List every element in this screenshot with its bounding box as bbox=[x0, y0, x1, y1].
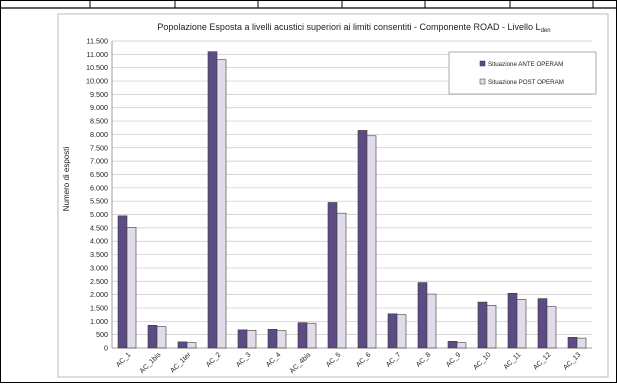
bar-post bbox=[246, 330, 257, 349]
y-tick-label: 9.500 bbox=[90, 90, 108, 99]
y-tick-label: 10.000 bbox=[86, 77, 108, 86]
y-tick-label: 8.000 bbox=[90, 130, 108, 139]
y-tick-label: 6.500 bbox=[90, 170, 108, 179]
bar-post bbox=[396, 314, 407, 349]
legend: Situazione ANTE OPERAM Situazione POST O… bbox=[448, 51, 597, 95]
bar-post bbox=[456, 342, 467, 349]
chart-title: Popolazione Esposta a livelli acustici s… bbox=[157, 22, 550, 34]
bars bbox=[117, 51, 587, 349]
y-tick-label: 10.500 bbox=[86, 63, 108, 72]
bar-post bbox=[276, 330, 287, 349]
chart-title-sub: den bbox=[541, 28, 551, 34]
bar-post bbox=[486, 304, 497, 349]
y-tick-label: 3.500 bbox=[90, 250, 108, 259]
bar-post bbox=[576, 337, 587, 349]
y-tick-label: 11.000 bbox=[87, 50, 108, 59]
legend-swatch-ante bbox=[479, 60, 486, 67]
bar-post bbox=[516, 299, 527, 349]
y-tick-label: 3.000 bbox=[90, 263, 108, 272]
y-tick-labels: 0 500 1.000 1.500 2.000 2.500 3.000 3.500 4.000 4… bbox=[86, 37, 108, 353]
chart-title-main: Popolazione Esposta a livelli acustici s… bbox=[157, 22, 540, 32]
table-strip bbox=[0, 0, 617, 9]
bar-post bbox=[366, 135, 377, 349]
bar-post bbox=[336, 212, 347, 349]
bar-post bbox=[186, 342, 197, 349]
bar-post bbox=[156, 326, 167, 349]
y-tick-label: 5.500 bbox=[90, 197, 108, 206]
bar-post bbox=[216, 59, 227, 349]
bar-post bbox=[306, 322, 317, 349]
y-tick-label: 1.500 bbox=[90, 303, 108, 312]
legend-label-ante: Situazione ANTE OPERAM bbox=[488, 61, 563, 68]
bar-post bbox=[546, 306, 557, 349]
y-tick-label: 8.500 bbox=[90, 117, 108, 126]
y-tick-label: 0 bbox=[104, 344, 108, 353]
y-tick-label: 4.000 bbox=[90, 237, 108, 246]
legend-label-post: Situazione POST OPERAM bbox=[488, 79, 564, 86]
legend-swatch-post bbox=[479, 78, 486, 85]
bar-post bbox=[426, 293, 437, 349]
y-tick-label: 500 bbox=[96, 330, 108, 339]
legend-box bbox=[448, 51, 597, 95]
y-tick-label: 5.000 bbox=[90, 210, 108, 219]
y-tick-label: 7.500 bbox=[90, 143, 108, 152]
y-axis-label: Numero di esposti bbox=[62, 147, 71, 212]
y-tick-label: 7.000 bbox=[90, 157, 108, 166]
y-tick-label: 2.000 bbox=[90, 290, 108, 299]
y-tick-label: 4.500 bbox=[90, 223, 108, 232]
y-tick-label: 2.500 bbox=[90, 277, 108, 286]
y-tick-label: 9.000 bbox=[90, 103, 108, 112]
y-tick-label: 1.000 bbox=[90, 317, 108, 326]
y-tick-label: 11.500 bbox=[87, 37, 108, 46]
y-tick-label: 6.000 bbox=[90, 183, 108, 192]
bar-post bbox=[126, 227, 137, 349]
